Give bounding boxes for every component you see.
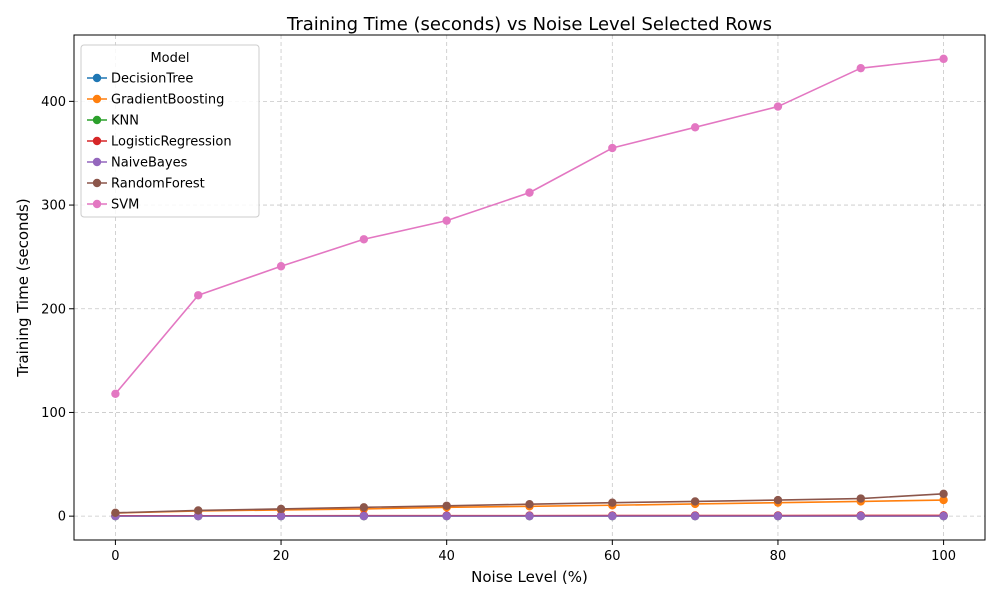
data-point-randomforest [277,505,285,513]
data-point-svm [939,55,947,63]
legend-marker [93,179,101,187]
data-point-svm [525,188,533,196]
y-tick-label: 100 [41,406,66,421]
legend-title: Model [150,51,189,66]
y-axis-ticks: 0 100 200 300 400 [41,95,74,525]
data-point-randomforest [360,503,368,511]
data-point-svm [442,216,450,224]
y-tick-label: 300 [41,199,66,214]
legend-marker [93,158,101,166]
x-tick-label: 60 [604,549,621,564]
data-point-svm [691,123,699,131]
x-tick-label: 40 [438,549,455,564]
legend-label: LogisticRegression [111,135,232,150]
data-point-svm [857,64,865,72]
data-point-randomforest [194,506,202,514]
data-point-naivebayes [608,512,616,520]
chart-title: Training Time (seconds) vs Noise Level S… [286,14,772,35]
x-tick-label: 20 [273,549,290,564]
data-point-naivebayes [774,512,782,520]
x-tick-label: 0 [111,549,119,564]
data-point-naivebayes [939,512,947,520]
data-point-svm [111,390,119,398]
y-tick-label: 200 [41,302,66,317]
data-point-randomforest [525,500,533,508]
series-naivebayes [111,512,948,520]
data-point-svm [360,235,368,243]
data-point-svm [608,144,616,152]
legend-marker [93,116,101,124]
data-point-svm [774,102,782,110]
data-point-randomforest [111,509,119,517]
legend-label: SVM [111,198,139,213]
x-axis-label: Noise Level (%) [471,568,588,586]
data-point-svm [277,262,285,270]
legend-marker [93,200,101,208]
legend-label: NaiveBayes [111,156,188,171]
legend-marker [93,74,101,82]
legend-label: DecisionTree [111,72,193,87]
x-axis-ticks: 0 20 40 60 80 100 [111,540,956,564]
legend-label: RandomForest [111,177,205,192]
legend-label: GradientBoosting [111,93,224,108]
legend: Model DecisionTree GradientBoosting KNN Log… [81,45,259,217]
data-point-randomforest [442,502,450,510]
data-point-randomforest [608,498,616,506]
x-tick-label: 80 [770,549,787,564]
y-axis-label: Training Time (seconds) [14,198,32,377]
data-point-randomforest [939,490,947,498]
data-point-naivebayes [360,512,368,520]
legend-marker [93,95,101,103]
legend-marker [93,137,101,145]
data-point-randomforest [774,496,782,504]
data-point-naivebayes [277,512,285,520]
data-point-randomforest [691,497,699,505]
data-point-naivebayes [442,512,450,520]
x-tick-label: 100 [931,549,956,564]
data-point-randomforest [857,494,865,502]
legend-label: KNN [111,114,139,129]
data-point-naivebayes [525,512,533,520]
data-point-naivebayes [691,512,699,520]
data-point-naivebayes [857,512,865,520]
y-tick-label: 400 [41,95,66,110]
y-tick-label: 0 [58,510,66,525]
data-point-svm [194,291,202,299]
